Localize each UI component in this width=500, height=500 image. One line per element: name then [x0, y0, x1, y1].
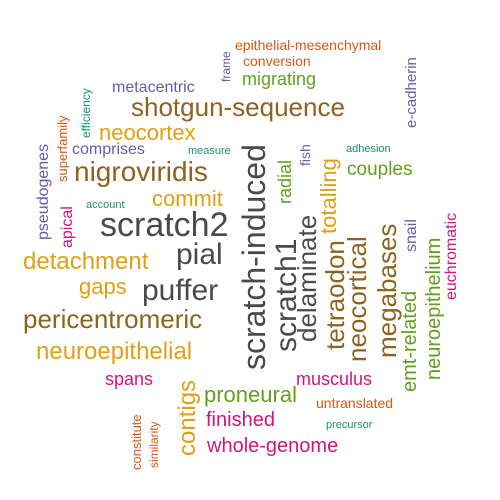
word-pseudogenes: pseudogenes — [35, 143, 52, 240]
word-scratch-induced: scratch-induced — [236, 144, 272, 370]
word-superfamily: superfamily — [55, 115, 70, 182]
word-detachment: detachment — [23, 248, 149, 275]
word-finished: finished — [206, 409, 275, 431]
word-nigroviridis: nigroviridis — [74, 156, 208, 187]
word-gaps: gaps — [79, 274, 127, 299]
word-proneural: proneural — [204, 382, 297, 407]
word-measure: measure — [188, 145, 231, 157]
word-neuroepithelium: neuroepithelium — [423, 237, 445, 380]
word-neocortical: neocortical — [342, 236, 372, 362]
word-radial: radial — [275, 159, 295, 204]
word-musculus: musculus — [296, 369, 373, 389]
word-untranslated: untranslated — [316, 395, 394, 411]
word-neocortex: neocortex — [99, 120, 196, 145]
word-pericentromeric: pericentromeric — [23, 304, 203, 334]
word-efficiency: efficiency — [79, 88, 93, 138]
word-commit: commit — [152, 186, 223, 211]
word-neuroepithelial: neuroepithelial — [36, 338, 193, 365]
word-e-cadherin: e-cadherin — [403, 57, 420, 128]
word-shotgun-sequence: shotgun-sequence — [131, 92, 345, 122]
word-frame: frame — [219, 51, 233, 82]
word-contigs: contigs — [174, 379, 201, 456]
word-apical: apical — [59, 206, 76, 248]
word-euchromatic: euchromatic — [443, 212, 460, 300]
word-similarity: similarity — [147, 421, 161, 468]
word-constitute: constitute — [129, 414, 144, 470]
word-comprises: comprises — [72, 141, 145, 158]
word-whole-genome: whole-genome — [207, 435, 339, 457]
word-precursor: precursor — [326, 419, 373, 431]
word-adhesion: adhesion — [346, 143, 391, 155]
word-scratch2: scratch2 — [100, 206, 229, 244]
word-account: account — [86, 199, 125, 211]
word-epithelial-mesenchymal: epithelial-mesenchymal — [235, 37, 382, 53]
word-emt-related: emt-related — [399, 290, 421, 392]
word-migrating: migrating — [242, 69, 317, 89]
word-snail: snail — [403, 219, 420, 252]
word-pial: pial — [176, 238, 223, 271]
word-spans: spans — [105, 369, 154, 389]
word-conversion: conversion — [243, 53, 311, 69]
word-puffer: puffer — [142, 274, 219, 307]
word-delaminate: delaminate — [292, 214, 322, 342]
word-megabases: megabases — [372, 223, 402, 358]
word-fish: fish — [297, 144, 313, 166]
word-couples: couples — [347, 159, 413, 180]
word-metacentric: metacentric — [112, 79, 195, 96]
